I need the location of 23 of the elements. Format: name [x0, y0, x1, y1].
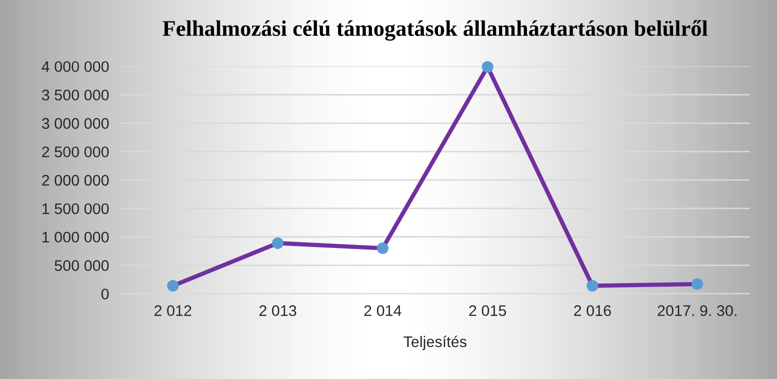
x-tick-label: 2017. 9. 30. — [658, 305, 736, 316]
x-tick-label: 2 012 — [154, 305, 192, 316]
y-tick-label: 3 000 000 — [42, 118, 109, 129]
x-tick-label: 2 014 — [364, 305, 402, 316]
x-tick-label: 2 013 — [259, 305, 296, 316]
y-tick-label: 1 500 000 — [42, 203, 109, 214]
x-tick-label: 2 016 — [574, 305, 611, 316]
point — [167, 280, 179, 292]
y-tick-label: 4 000 000 — [42, 61, 109, 72]
y-tick-label: 1 000 000 — [42, 232, 109, 243]
point — [482, 61, 494, 73]
y-tick-label: 2 500 000 — [42, 146, 109, 158]
x-axis-title: Teljesítés — [404, 336, 466, 350]
y-tick-label: 3 500 000 — [42, 90, 109, 100]
point — [376, 242, 388, 254]
chart-title: Felhalmozási célú támogatások államháztartáson belülről — [162, 20, 708, 41]
x-tick-label: 2 015 — [469, 305, 506, 316]
point — [692, 278, 704, 290]
point — [586, 280, 598, 292]
point — [272, 237, 284, 249]
y-tick-label: 0 — [101, 288, 109, 300]
y-tick-label: 500 000 — [54, 260, 109, 271]
y-tick-label: 2 000 000 — [42, 174, 109, 186]
